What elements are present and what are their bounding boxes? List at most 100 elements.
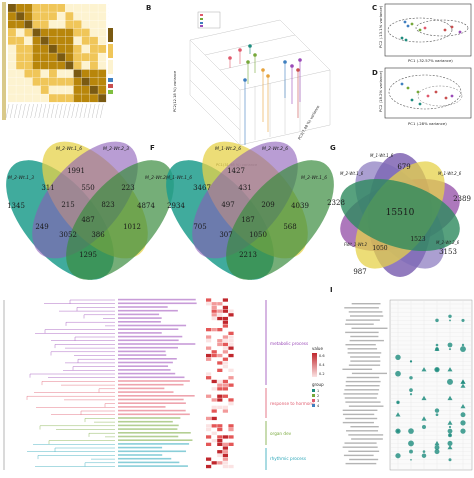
go-heatmap-cell [212, 406, 217, 409]
heatmap-cell [74, 29, 82, 37]
bubble-term-label-bar [344, 307, 379, 308]
go-heatmap-cell [217, 354, 222, 357]
heatmap-cell [74, 20, 82, 28]
panel-e-venn: M_2-Wt.1_3 M_2-Wt.1_6 M_2-Wt.2_3 M_2-Wt.… [0, 123, 194, 298]
bubble-term-label-bar [344, 442, 376, 443]
col-tick [84, 104, 87, 118]
go-heatmap-cell [228, 435, 233, 438]
heatmap-cell [57, 45, 65, 53]
go-heatmap-cell [212, 424, 217, 427]
go-heatmap-cell [206, 298, 211, 301]
venn-region-value: 431 [238, 184, 251, 192]
go-heatmap-cell [217, 450, 222, 453]
heatmap-cells [8, 4, 106, 102]
col-tick [18, 104, 21, 118]
go-term-label-bar [118, 454, 162, 456]
bubble-frame [390, 300, 472, 470]
heatmap-cell [49, 53, 57, 61]
go-heatmap-cell [223, 321, 228, 324]
go-heatmap-cell [217, 461, 222, 464]
heatmap-cell [24, 37, 32, 45]
col-tick [92, 104, 95, 118]
go-heatmap-cell [223, 446, 228, 449]
heatmap-cell [82, 45, 90, 53]
heatmap-cell [74, 4, 82, 12]
heatmap-cell [49, 70, 57, 78]
go-heatmap-cell [212, 306, 217, 309]
pca-d-point [407, 87, 410, 90]
pca-d-point [445, 97, 448, 100]
go-heatmap-cell [228, 402, 233, 405]
col-tick [39, 104, 42, 118]
panel-i-bubble: I [330, 286, 472, 470]
venn-region-value: 3052 [59, 231, 77, 239]
heatmap-cell [82, 20, 90, 28]
heatmap-cell [65, 61, 73, 69]
venn-region-value: 679 [397, 163, 410, 171]
pca3d-point [243, 78, 247, 82]
col-tick [10, 104, 13, 118]
heatmap-cell [65, 4, 73, 12]
go-term-label-bar [118, 377, 184, 379]
bubble-term-label-bar [343, 447, 378, 448]
panel-h-go-heatmap: metabolic process response to hormone or… [4, 298, 325, 470]
heatmap-cell [33, 70, 41, 78]
go-term-label-bar [118, 402, 186, 404]
bubble-term-label-bar [345, 324, 374, 325]
venn-e-set-label: M_2-Wt.1_6 [56, 146, 82, 152]
go-heatmap-cell [217, 317, 222, 320]
bubble-point [435, 408, 439, 412]
bubble-point [448, 429, 453, 434]
go-term-label-bar [118, 340, 179, 342]
pca3d-point [228, 56, 232, 60]
go-heatmap-cell [228, 347, 233, 350]
pca-d-point [401, 83, 404, 86]
heatmap-cell [33, 78, 41, 86]
go-term-label-bar [118, 373, 175, 375]
go-term-label-bar [118, 358, 177, 360]
pca3d-point [248, 44, 252, 48]
heatmap-cell [90, 29, 98, 37]
heatmap-cell [8, 4, 16, 12]
panel-letter-i: I [330, 286, 333, 294]
bubble-point [410, 459, 412, 461]
heatmap-cell [8, 45, 16, 53]
bubble-point [448, 315, 451, 318]
bubble-term-label-bar [343, 422, 374, 423]
panel-g-venn: G M_1-Wt.1_6 M_2-Wt.1_6 M_1-Wt.2_6 M_2-W… [327, 144, 471, 284]
heatmap-cell [8, 78, 16, 86]
venn-region-value: 311 [41, 184, 54, 192]
venn-e-set-label: M_2-Wt.2_3 [103, 146, 129, 152]
go-heatmap-cell [223, 443, 228, 446]
venn-region-value: 15510 [386, 208, 415, 218]
go-heatmap-cell [212, 439, 217, 442]
bubble-term-label-bar [345, 397, 377, 398]
bubble-point [395, 355, 400, 360]
venn-e-set-label: M_2-Wt.1_3 [8, 175, 34, 181]
pca-c-point [419, 29, 422, 32]
heatmap-cell [90, 61, 98, 69]
venn-g-set-label: M_2-Wt.1_6 [340, 171, 364, 176]
heatmap-cell [49, 4, 57, 12]
go-term-label-bar [118, 321, 161, 323]
heatmap-col-labels [6, 104, 103, 118]
heatmap-cell [90, 70, 98, 78]
bubble-point [448, 343, 453, 348]
heatmap-cell [49, 86, 57, 94]
col-tick [6, 104, 9, 118]
heatmap-cell [24, 12, 32, 20]
go-heatmap-cell [206, 443, 211, 446]
go-heatmap-cell [217, 435, 222, 438]
bubble-term-label-bar [345, 332, 378, 333]
go-heatmap-cell [228, 376, 233, 379]
col-tick [22, 104, 25, 118]
heatmap-cell [33, 61, 41, 69]
heatmap-cell [16, 37, 24, 45]
bubble-term-label-bar [349, 406, 384, 407]
go-heatmap-cell [223, 409, 228, 412]
go-term-label-bar [118, 432, 191, 434]
col-tick [31, 104, 34, 118]
go-term-label-bar [118, 343, 195, 345]
pca-c-point [405, 39, 408, 42]
heatmap-cell [33, 29, 41, 37]
